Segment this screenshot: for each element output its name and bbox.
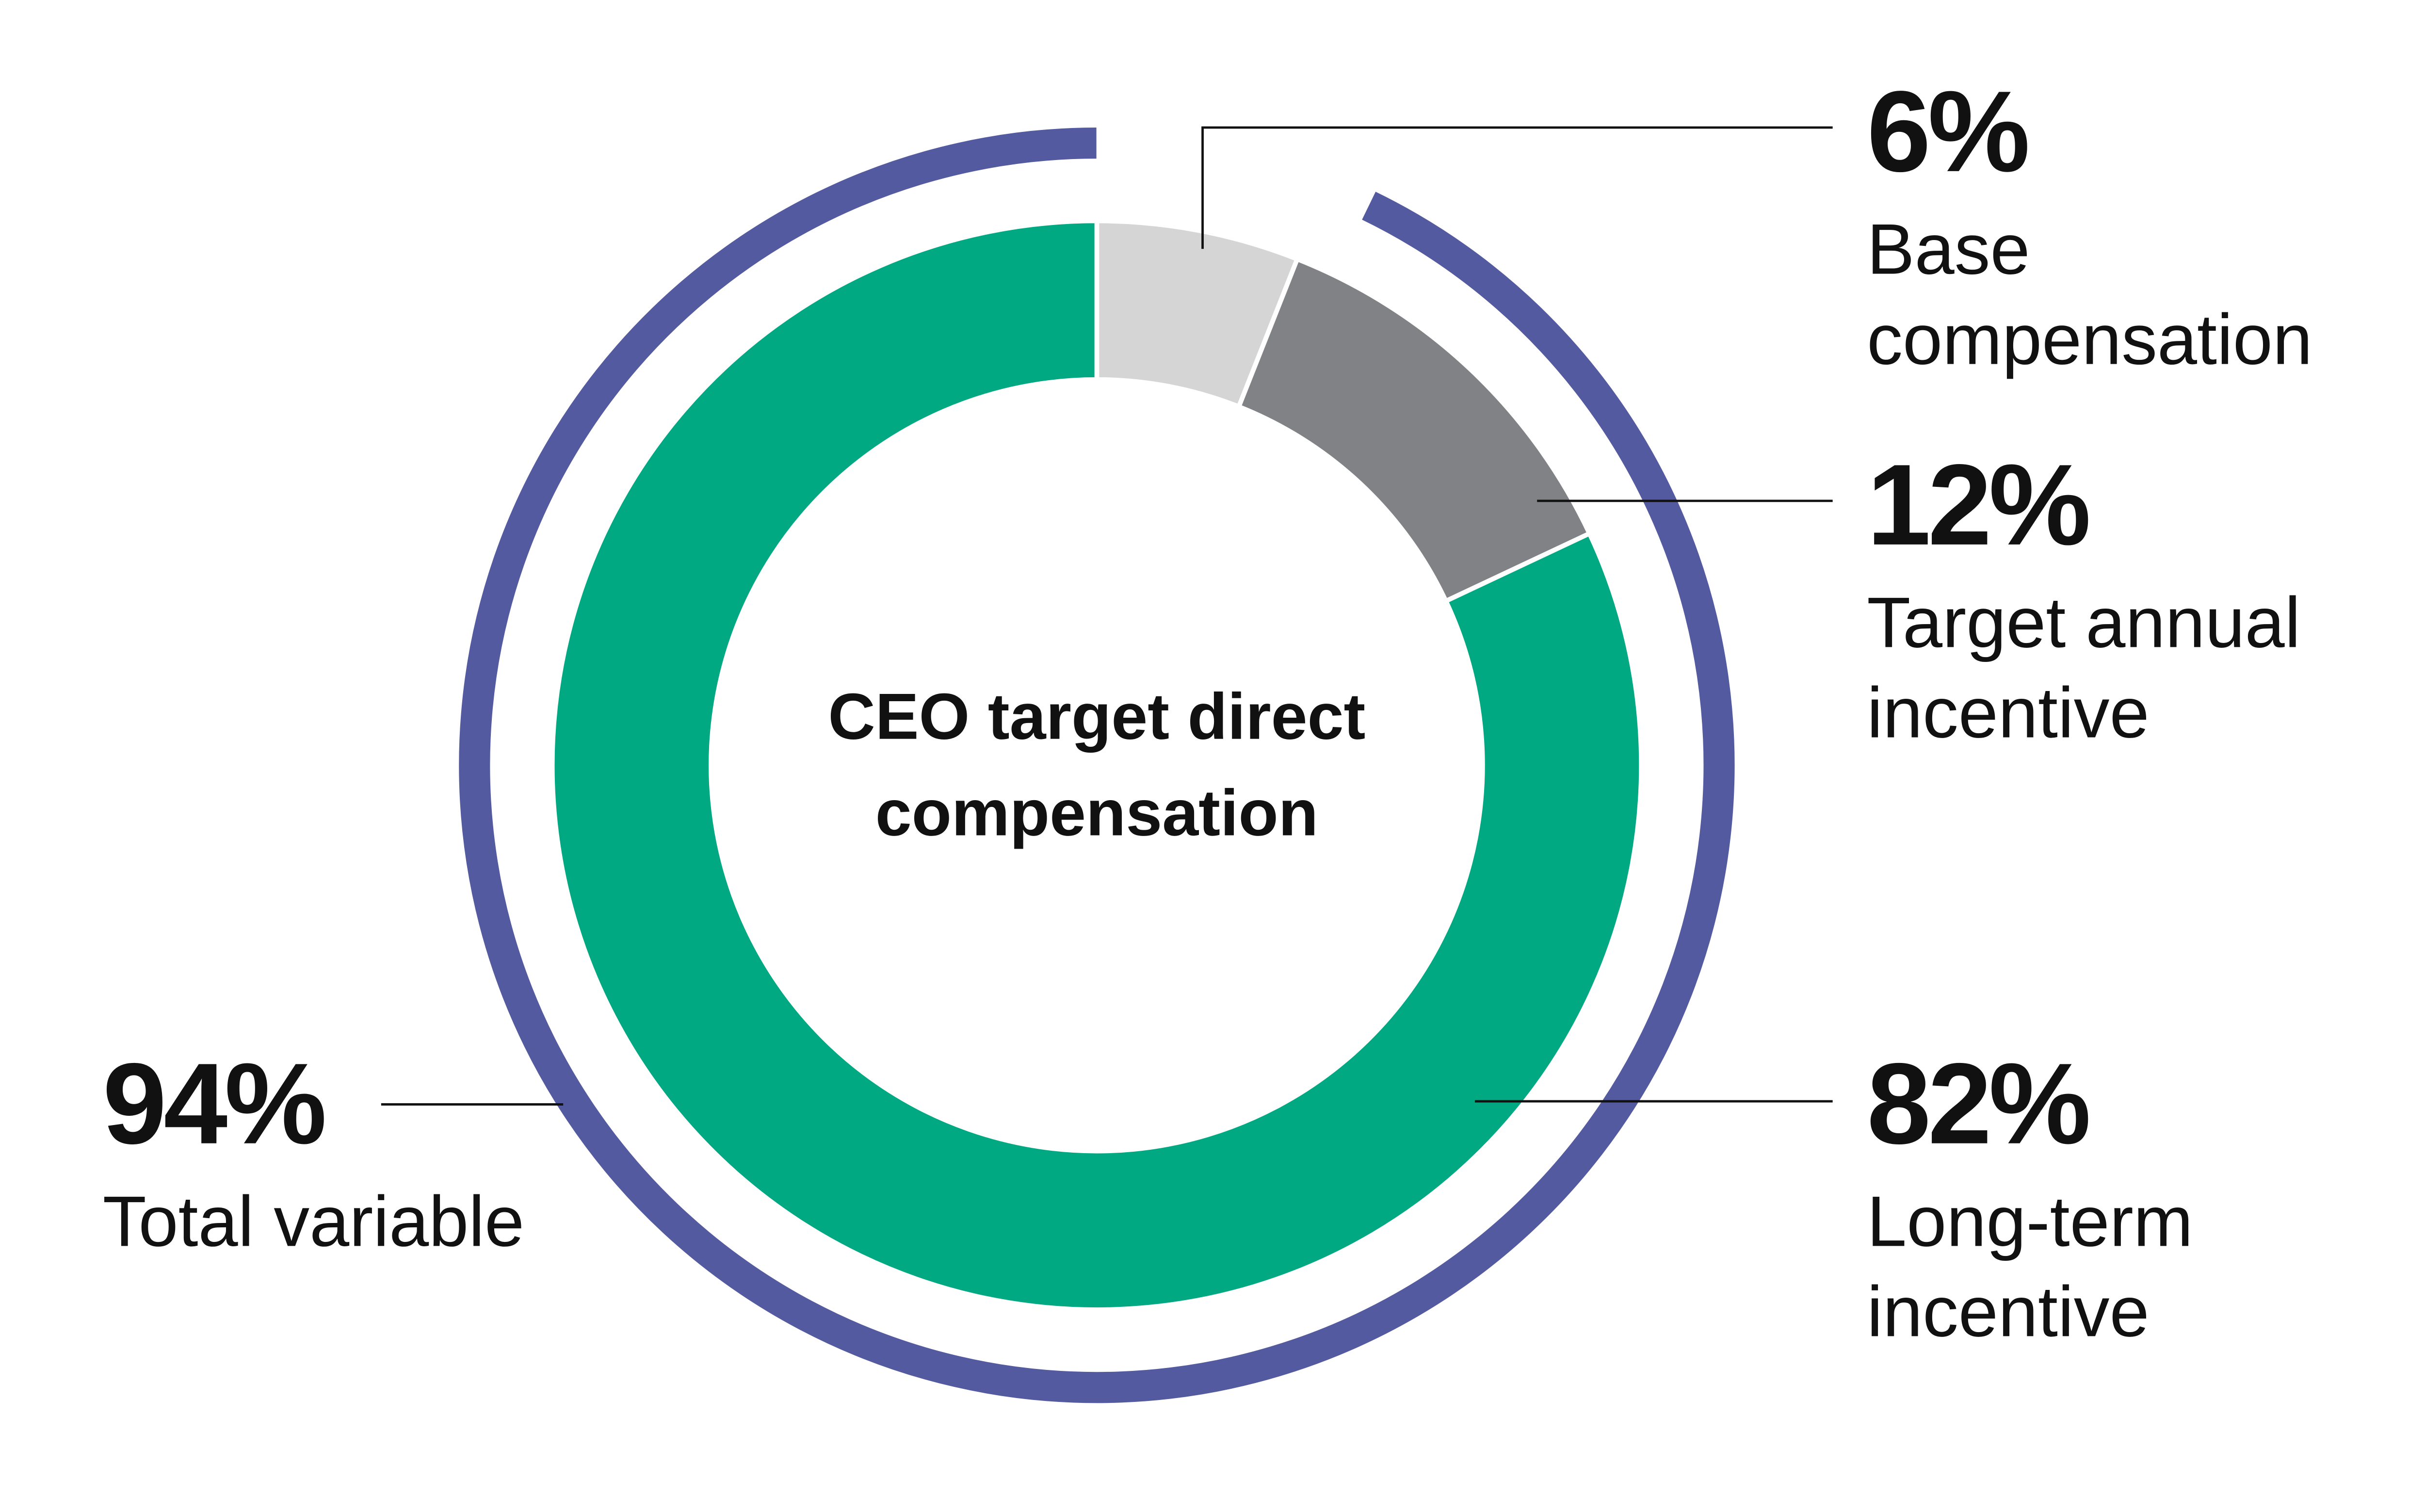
- category-label: Long-term incentive: [1867, 1180, 2193, 1352]
- category-label: Target annual incentive: [1867, 581, 2301, 753]
- total-ring: [459, 128, 1735, 1403]
- value-label: 12%: [1867, 440, 2091, 570]
- leader-line: [1201, 126, 1833, 249]
- chart-title: CEO target direct compensation: [828, 679, 1366, 850]
- total-name: Total variable: [102, 1180, 525, 1262]
- total-value-label: 94%: [102, 1039, 327, 1168]
- category-label: Base compensation: [1867, 208, 2312, 380]
- value-label: 82%: [1867, 1039, 2091, 1168]
- leader-lines: [381, 126, 1833, 1106]
- donut-segment: [550, 218, 1644, 1312]
- value-label: 6%: [1867, 66, 2030, 196]
- donut-segment: [1236, 256, 1593, 604]
